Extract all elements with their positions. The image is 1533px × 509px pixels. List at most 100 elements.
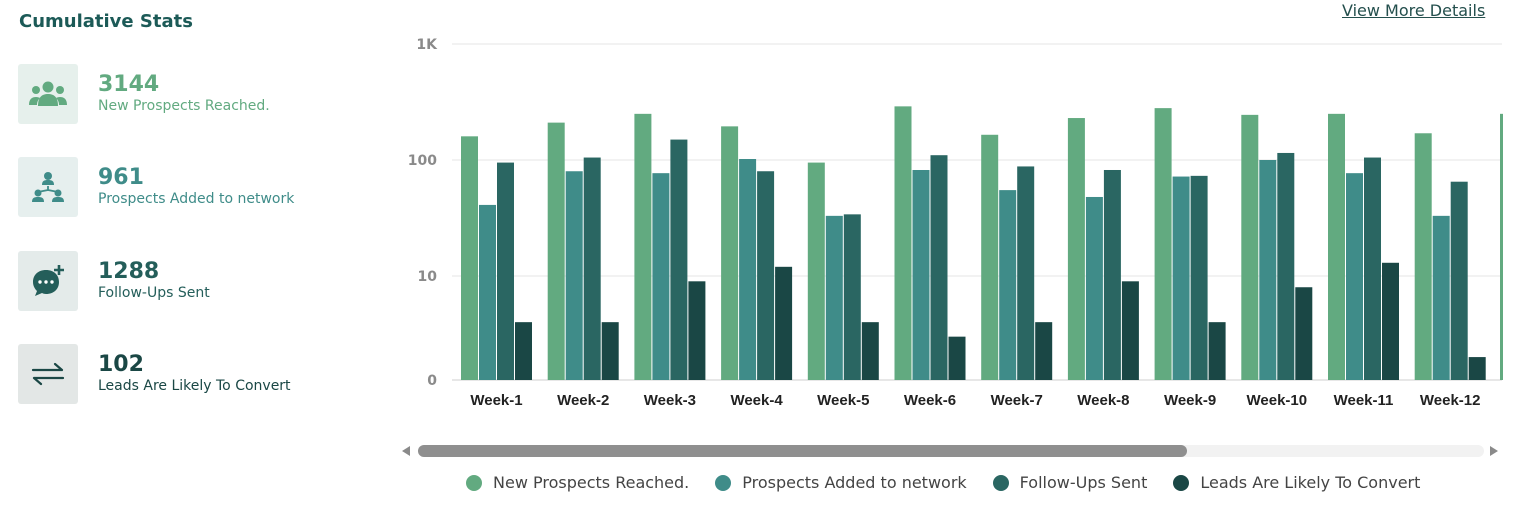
x-tick-label: Week-8 (1077, 392, 1129, 409)
users-group-icon (18, 64, 78, 124)
x-tick-label: Week-1 (470, 392, 522, 409)
bar (1067, 118, 1085, 380)
y-tick-label: 0 (427, 373, 437, 389)
x-tick-label: Week-10 (1247, 392, 1308, 409)
legend-dot (992, 474, 1009, 491)
stat-value: 1288 (98, 259, 160, 284)
stat-prospects-added: 961 Prospects Added to network (18, 157, 358, 217)
bar (757, 171, 775, 380)
stat-value: 961 (98, 165, 144, 190)
bar (948, 336, 966, 380)
stat-label: Follow-Ups Sent (98, 285, 210, 301)
bar (843, 214, 861, 380)
stat-leads-convert: 102 Leads Are Likely To Convert (18, 344, 358, 404)
x-tick-label: Week-7 (991, 392, 1043, 409)
bar (688, 281, 706, 380)
bar (1328, 113, 1345, 380)
legend-label: Prospects Added to network (742, 473, 967, 492)
bar (1468, 357, 1486, 380)
scrollbar-thumb[interactable] (418, 445, 1187, 457)
x-tick-label: Week-4 (730, 392, 783, 409)
bar (601, 322, 619, 380)
view-more-details-link[interactable]: View More Details (1342, 1, 1486, 20)
stat-new-prospects: 3144 New Prospects Reached. (18, 64, 358, 124)
bar (1035, 322, 1053, 380)
bar (894, 106, 912, 381)
network-icon (18, 157, 78, 217)
bar (565, 171, 583, 380)
bar (1259, 160, 1277, 380)
bar (1241, 114, 1259, 380)
x-tick-label: Week-2 (557, 392, 609, 409)
legend-label: Leads Are Likely To Convert (1200, 473, 1421, 492)
bar (670, 139, 688, 380)
legend-dot (466, 474, 482, 491)
bar (721, 126, 739, 380)
bar (912, 169, 930, 380)
bar (999, 190, 1017, 380)
bar (515, 322, 532, 380)
stat-value: 3144 (98, 72, 160, 97)
bar (1190, 175, 1208, 380)
x-tick-label: Week-12 (1420, 392, 1481, 409)
legend-dot (1173, 474, 1190, 491)
bar (1172, 176, 1190, 380)
bar (1277, 152, 1295, 380)
x-tick-label: Week-11 (1334, 392, 1394, 409)
stat-follow-ups: 1288 Follow-Ups Sent (18, 251, 358, 311)
legend-item-follow-ups[interactable]: Follow-Ups Sent (992, 473, 1148, 492)
legend-item-prospects-added[interactable]: Prospects Added to network (715, 473, 967, 492)
bar (981, 134, 999, 380)
exchange-arrows-icon (18, 344, 78, 404)
legend-dot (715, 474, 732, 491)
bar (497, 162, 514, 380)
x-tick-label: Week-5 (817, 392, 869, 409)
y-tick-label: 100 (408, 153, 437, 169)
bar (1017, 166, 1035, 380)
bar (1432, 215, 1450, 380)
bar (1450, 181, 1468, 380)
bar (1295, 287, 1313, 380)
bar (1364, 157, 1381, 380)
y-tick-label: 1K (416, 37, 438, 53)
bar (825, 215, 843, 380)
bar (1500, 113, 1503, 380)
bar (861, 322, 879, 380)
legend-item-new-prospects[interactable]: New Prospects Reached. (466, 473, 689, 492)
scroll-right-arrow-icon[interactable] (1490, 446, 1498, 456)
bar (1103, 169, 1121, 380)
chart-legend: New Prospects Reached. Prospects Added t… (466, 473, 1420, 492)
bar (1346, 173, 1363, 380)
bar (461, 136, 478, 380)
stat-label: New Prospects Reached. (98, 98, 270, 114)
x-tick-label: Week-9 (1164, 392, 1216, 409)
bar (1414, 133, 1432, 380)
bar (583, 157, 601, 380)
y-tick-label: 10 (418, 269, 438, 285)
bar (1085, 196, 1103, 380)
stat-label: Prospects Added to network (98, 191, 295, 207)
stat-label: Leads Are Likely To Convert (98, 378, 291, 394)
bar (1208, 322, 1226, 380)
legend-item-leads-convert[interactable]: Leads Are Likely To Convert (1173, 473, 1420, 492)
bar (547, 122, 565, 380)
legend-label: Follow-Ups Sent (1019, 473, 1148, 492)
bar (634, 113, 652, 380)
bar (1121, 281, 1139, 380)
bar (652, 173, 670, 380)
chart-scrollbar[interactable] (400, 442, 1502, 460)
bar (739, 159, 757, 380)
stat-value: 102 (98, 352, 144, 377)
chat-plus-icon (18, 251, 78, 311)
scroll-left-arrow-icon[interactable] (402, 446, 410, 456)
bar (775, 266, 793, 380)
bar (1382, 262, 1399, 380)
x-tick-label: Week-6 (904, 392, 956, 409)
legend-label: New Prospects Reached. (493, 473, 690, 492)
bar (930, 155, 948, 380)
bar (807, 162, 825, 380)
bar (479, 204, 496, 380)
page-title: Cumulative Stats (19, 11, 193, 32)
x-tick-label: Week-3 (644, 392, 696, 409)
